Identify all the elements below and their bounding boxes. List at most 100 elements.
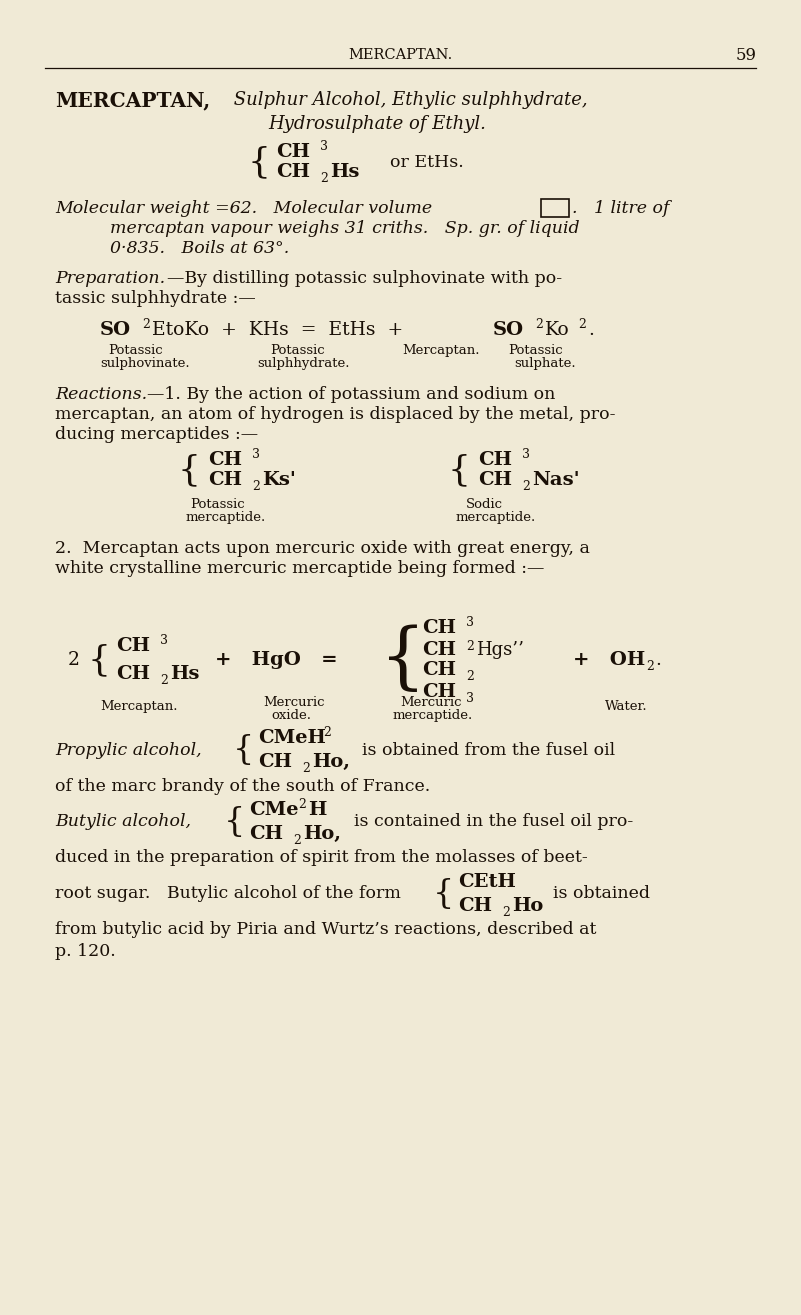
Text: 2: 2 xyxy=(68,651,80,669)
Text: EtoKo  +  KHs  =  EtHs  +: EtoKo + KHs = EtHs + xyxy=(152,321,415,339)
Text: of the marc brandy of the south of France.: of the marc brandy of the south of Franc… xyxy=(55,777,430,794)
Text: CH: CH xyxy=(422,661,456,679)
Text: is obtained: is obtained xyxy=(553,885,650,902)
Text: —By distilling potassic sulphovinate with po-: —By distilling potassic sulphovinate wit… xyxy=(167,270,562,287)
Text: Mercaptan.: Mercaptan. xyxy=(100,700,178,713)
Text: oxide.: oxide. xyxy=(271,709,311,722)
Text: 2: 2 xyxy=(323,726,331,739)
Text: Potassic: Potassic xyxy=(190,497,244,510)
Text: 3: 3 xyxy=(466,692,474,705)
Text: 2: 2 xyxy=(522,480,530,493)
Text: 2.  Mercaptan acts upon mercuric oxide with great energy, a: 2. Mercaptan acts upon mercuric oxide wi… xyxy=(55,539,590,556)
Text: Ko: Ko xyxy=(545,321,570,339)
Text: ducing mercaptides :—: ducing mercaptides :— xyxy=(55,426,258,443)
Text: {: { xyxy=(233,734,254,767)
Text: 2: 2 xyxy=(298,797,306,810)
Text: mercaptan vapour weighs 31 criths.   Sp. gr. of liquid: mercaptan vapour weighs 31 criths. Sp. g… xyxy=(110,220,580,237)
Text: sulphhydrate.: sulphhydrate. xyxy=(257,356,349,370)
Text: H: H xyxy=(308,801,326,819)
Text: CH: CH xyxy=(422,640,456,659)
Text: Sulphur Alcohol, Ethylic sulphhydrate,: Sulphur Alcohol, Ethylic sulphhydrate, xyxy=(228,91,588,109)
Text: Nas': Nas' xyxy=(532,471,580,489)
Text: CH: CH xyxy=(258,753,292,771)
Text: {: { xyxy=(448,452,471,487)
Text: CH: CH xyxy=(116,636,150,655)
Text: +   HgO   =: + HgO = xyxy=(215,651,338,669)
Text: Potassic: Potassic xyxy=(270,343,324,356)
Text: 3: 3 xyxy=(320,139,328,153)
Text: CMeH: CMeH xyxy=(258,729,326,747)
Text: CH: CH xyxy=(478,471,512,489)
Text: white crystalline mercuric mercaptide being formed :—: white crystalline mercuric mercaptide be… xyxy=(55,559,545,576)
Text: {: { xyxy=(88,643,111,677)
Text: Ho,: Ho, xyxy=(312,753,350,771)
Text: mercaptide.: mercaptide. xyxy=(393,709,473,722)
Text: mercaptide.: mercaptide. xyxy=(456,510,536,523)
Bar xyxy=(541,199,569,217)
Text: {: { xyxy=(224,806,245,838)
Text: 2: 2 xyxy=(160,673,168,686)
Text: sulphovinate.: sulphovinate. xyxy=(100,356,190,370)
Text: Butylic alcohol,: Butylic alcohol, xyxy=(55,814,191,831)
Text: MERCAPTAN.: MERCAPTAN. xyxy=(348,49,453,62)
Text: Water.: Water. xyxy=(605,700,648,713)
Text: CH: CH xyxy=(478,451,512,469)
Text: 2: 2 xyxy=(502,906,510,918)
Text: Mercaptan.: Mercaptan. xyxy=(402,343,480,356)
Text: {: { xyxy=(178,452,201,487)
Text: Ho,: Ho, xyxy=(303,825,341,843)
Text: CH: CH xyxy=(276,163,310,181)
Text: CH: CH xyxy=(208,471,242,489)
Text: Hs: Hs xyxy=(170,665,199,682)
Text: Potassic: Potassic xyxy=(508,343,562,356)
Text: 2: 2 xyxy=(142,317,150,330)
Text: CH: CH xyxy=(208,451,242,469)
Text: +   OH: + OH xyxy=(573,651,646,669)
Text: MERCAPTAN,: MERCAPTAN, xyxy=(55,89,210,110)
Text: Reactions.: Reactions. xyxy=(55,385,147,402)
Text: CH: CH xyxy=(116,665,150,682)
Text: {: { xyxy=(380,625,426,696)
Text: CMe: CMe xyxy=(249,801,299,819)
Text: 3: 3 xyxy=(252,447,260,460)
Text: .   1 litre of: . 1 litre of xyxy=(572,200,670,217)
Text: Ks': Ks' xyxy=(262,471,296,489)
Text: Sodic: Sodic xyxy=(466,497,503,510)
Text: 2: 2 xyxy=(466,639,474,652)
Text: Preparation.: Preparation. xyxy=(55,270,165,287)
Text: 2: 2 xyxy=(466,669,474,682)
Text: CH: CH xyxy=(422,682,456,701)
Text: .: . xyxy=(588,321,594,339)
Text: CH: CH xyxy=(422,619,456,636)
Text: is obtained from the fusel oil: is obtained from the fusel oil xyxy=(362,742,615,759)
Text: 2: 2 xyxy=(302,761,310,775)
Text: Hydrosulphate of Ethyl.: Hydrosulphate of Ethyl. xyxy=(268,114,486,133)
Text: CH: CH xyxy=(249,825,283,843)
Text: Potassic: Potassic xyxy=(108,343,163,356)
Text: or EtHs.: or EtHs. xyxy=(390,154,464,171)
Text: root sugar.   Butylic alcohol of the form: root sugar. Butylic alcohol of the form xyxy=(55,885,400,902)
Text: mercaptan, an atom of hydrogen is displaced by the metal, pro-: mercaptan, an atom of hydrogen is displa… xyxy=(55,405,615,422)
Text: 3: 3 xyxy=(160,634,168,647)
Text: Mercuric: Mercuric xyxy=(263,696,324,709)
Text: tassic sulphhydrate :—: tassic sulphhydrate :— xyxy=(55,289,256,306)
Text: 3: 3 xyxy=(522,447,530,460)
Text: CEtH: CEtH xyxy=(458,873,516,892)
Text: 2: 2 xyxy=(293,834,301,847)
Text: .: . xyxy=(655,651,661,669)
Text: SO: SO xyxy=(493,321,524,339)
Text: 3: 3 xyxy=(466,615,474,629)
Text: is contained in the fusel oil pro-: is contained in the fusel oil pro- xyxy=(354,814,634,831)
Text: mercaptide.: mercaptide. xyxy=(186,510,266,523)
Text: Mercuric: Mercuric xyxy=(400,696,461,709)
Text: 2: 2 xyxy=(578,317,586,330)
Text: Ho: Ho xyxy=(512,897,543,915)
Text: 0·835.   Boils at 63°.: 0·835. Boils at 63°. xyxy=(110,239,289,256)
Text: 2: 2 xyxy=(320,171,328,184)
Text: from butylic acid by Piria and Wurtz’s reactions, described at: from butylic acid by Piria and Wurtz’s r… xyxy=(55,922,597,939)
Text: CH: CH xyxy=(458,897,492,915)
Text: 2: 2 xyxy=(646,660,654,672)
Text: duced in the preparation of spirit from the molasses of beet-: duced in the preparation of spirit from … xyxy=(55,849,588,867)
Text: {: { xyxy=(433,878,454,910)
Text: Hgs’’: Hgs’’ xyxy=(476,640,524,659)
